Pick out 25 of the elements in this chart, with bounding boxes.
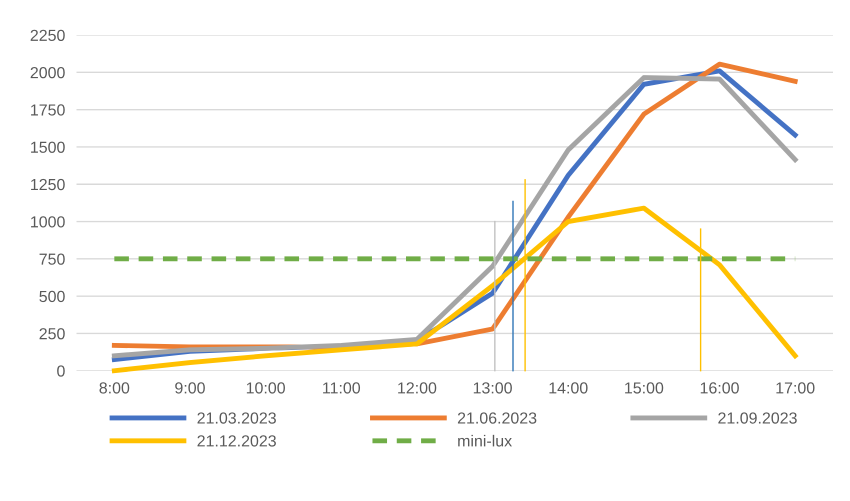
x-tick-label: 14:00 xyxy=(549,382,588,394)
legend-label: 21.12.2023 xyxy=(197,435,276,447)
legend-label: 21.03.2023 xyxy=(197,412,276,424)
x-tick-label: 10:00 xyxy=(246,382,285,394)
x-tick-label: 15:00 xyxy=(625,382,664,394)
legend-label: 21.09.2023 xyxy=(718,412,797,424)
x-tick-label: 17:00 xyxy=(776,382,815,394)
y-tick-label: 1750 xyxy=(31,104,65,116)
y-tick-label: 2250 xyxy=(30,30,65,42)
y-tick-label: 1500 xyxy=(31,142,65,153)
x-tick-label: 8:00 xyxy=(99,382,130,394)
legend-label: mini-lux xyxy=(458,434,512,447)
y-tick-label: 500 xyxy=(39,290,65,302)
y-tick-label: 250 xyxy=(40,328,65,340)
x-tick-label: 9:00 xyxy=(175,382,205,394)
y-tick-label: 0 xyxy=(57,365,65,377)
x-tick-label: 11:00 xyxy=(323,382,360,394)
x-tick-label: 16:00 xyxy=(700,382,739,394)
y-tick-label: 750 xyxy=(40,253,65,265)
y-tick-label: 1000 xyxy=(31,216,65,228)
x-tick-label: 13:00 xyxy=(474,382,512,394)
legend-label: 21.06.2023 xyxy=(458,412,536,424)
y-tick-label: 2000 xyxy=(30,67,65,78)
y-tick-label: 1250 xyxy=(31,178,65,190)
x-tick-label: 12:00 xyxy=(398,382,436,394)
